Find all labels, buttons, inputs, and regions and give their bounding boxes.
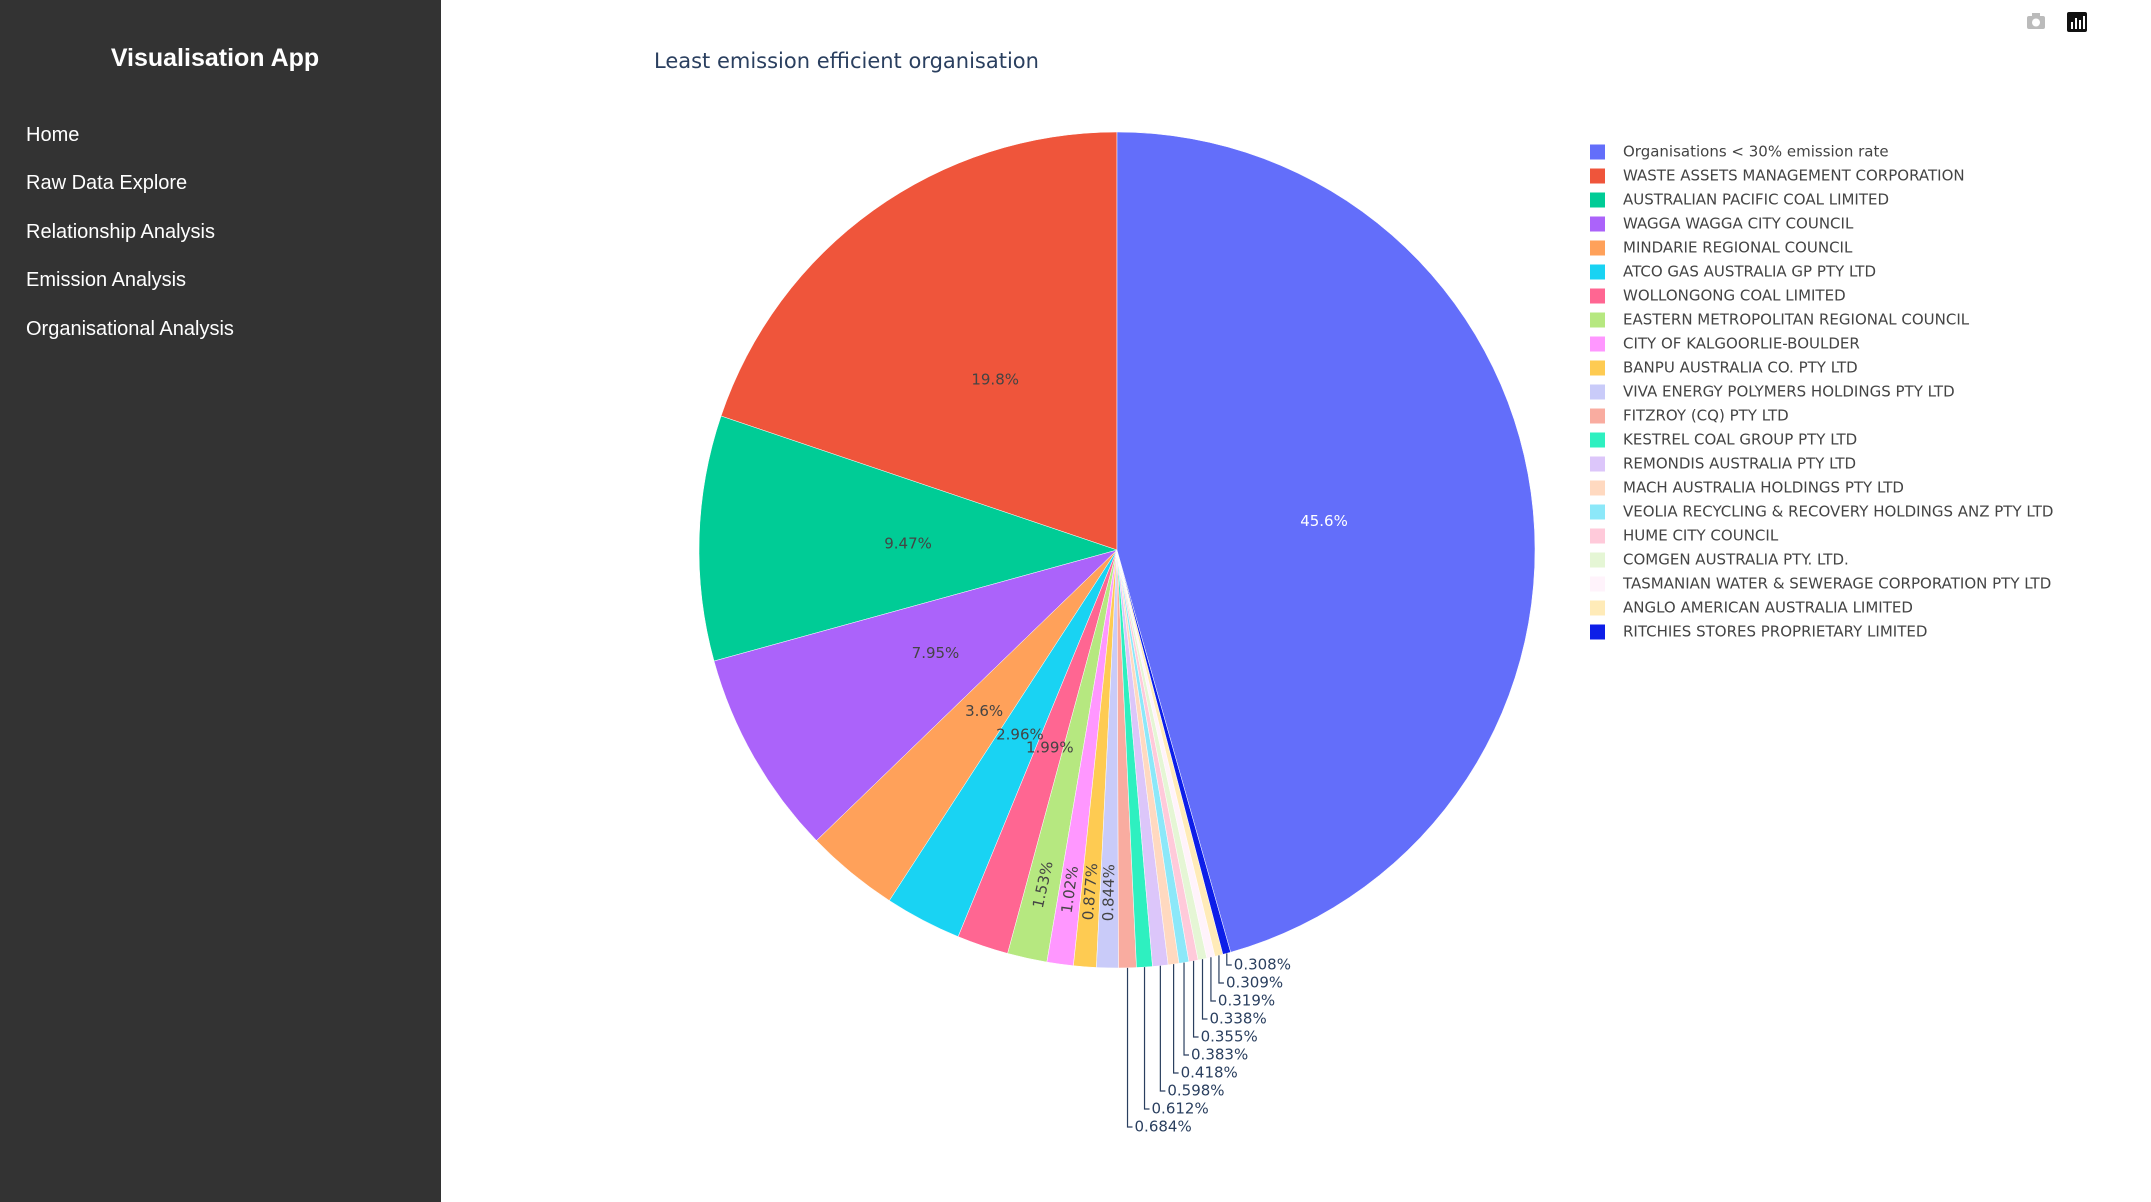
legend-swatch xyxy=(1590,384,1605,400)
slice-label: 0.308% xyxy=(1234,956,1291,974)
legend-swatch xyxy=(1590,456,1605,472)
leader-line xyxy=(1210,957,1216,1002)
leader-line xyxy=(1173,964,1179,1074)
legend-label: TASMANIAN WATER & SEWERAGE CORPORATION P… xyxy=(1622,575,2051,593)
legend-swatch xyxy=(1590,312,1605,328)
pie-slice xyxy=(698,415,1118,662)
slice-label: 7.95% xyxy=(912,644,960,662)
leader-line xyxy=(1183,962,1190,1056)
legend-swatch xyxy=(1590,576,1605,592)
plotly-logo[interactable] xyxy=(2067,12,2087,32)
legend-label: COMGEN AUSTRALIA PTY. LTD. xyxy=(1623,551,1849,569)
legend-swatch xyxy=(1590,264,1605,280)
sidebar: Visualisation App Home Raw Data Explore … xyxy=(0,0,441,1202)
slice-label: 0.383% xyxy=(1191,1046,1248,1064)
slice-label: 19.8% xyxy=(971,371,1019,389)
nav-link[interactable]: Emission Analysis xyxy=(26,269,187,291)
legend-label: FITZROY (CQ) PTY LTD xyxy=(1623,407,1789,425)
legend-label: EASTERN METROPOLITAN REGIONAL COUNCIL xyxy=(1623,311,1970,329)
legend-label: ATCO GAS AUSTRALIA GP PTY LTD xyxy=(1623,263,1876,281)
slice-label: 2.96% xyxy=(996,726,1044,744)
legend-swatch xyxy=(1590,528,1605,544)
legend-label: WAGGA WAGGA CITY COUNCIL xyxy=(1623,215,1854,233)
leader-line xyxy=(1226,953,1232,966)
legend-swatch xyxy=(1590,432,1605,448)
legend-label: MACH AUSTRALIA HOLDINGS PTY LTD xyxy=(1623,479,1904,497)
legend-label: WOLLONGONG COAL LIMITED xyxy=(1623,287,1846,305)
legend-swatch xyxy=(1590,504,1605,520)
chart-title: Least emission efficient organisation xyxy=(654,49,1039,73)
legend-swatch xyxy=(1590,336,1605,352)
nav-link[interactable]: Home xyxy=(26,124,80,146)
leader-line xyxy=(1159,965,1166,1092)
app-title: Visualisation App xyxy=(110,44,320,72)
slice-label: 0.338% xyxy=(1210,1010,1267,1028)
legend-swatch xyxy=(1590,552,1605,568)
slice-label: 0.844% xyxy=(1099,864,1118,922)
legend-swatch xyxy=(1590,600,1605,616)
legend-label: CITY OF KALGOORLIE-BOULDER xyxy=(1623,335,1860,353)
legend-label: Organisations < 30% emission rate xyxy=(1623,143,1889,161)
leader-line xyxy=(1201,959,1208,1020)
slice-label: 0.877% xyxy=(1079,862,1101,920)
legend-label: REMONDIS AUSTRALIA PTY LTD xyxy=(1623,455,1856,473)
legend-label: MINDARIE REGIONAL COUNCIL xyxy=(1623,239,1853,257)
slice-label: 1.99% xyxy=(1026,738,1074,756)
legend-swatch xyxy=(1590,408,1605,424)
slice-label: 9.47% xyxy=(884,535,932,553)
slice-label: 0.418% xyxy=(1181,1064,1238,1082)
slice-label: 0.355% xyxy=(1201,1028,1258,1046)
pie-slice xyxy=(1116,131,1536,953)
pie-slice xyxy=(720,131,1118,551)
legend-label: HUME CITY COUNCIL xyxy=(1623,527,1779,545)
slice-label: 0.684% xyxy=(1135,1118,1192,1136)
legend-swatch xyxy=(1590,288,1605,304)
legend-label: WASTE ASSETS MANAGEMENT CORPORATION xyxy=(1623,167,1965,185)
legend-label: VIVA ENERGY POLYMERS HOLDINGS PTY LTD xyxy=(1623,383,1955,401)
legend-label: KESTREL COAL GROUP PTY LTD xyxy=(1623,431,1857,449)
legend-label: ANGLO AMERICAN AUSTRALIA LIMITED xyxy=(1623,599,1913,617)
leader-line xyxy=(1192,960,1199,1038)
legend-swatch xyxy=(1590,168,1605,184)
slice-label: 0.309% xyxy=(1226,974,1283,992)
legend-swatch xyxy=(1590,144,1605,160)
slice-label: 0.319% xyxy=(1218,992,1275,1010)
legend-swatch xyxy=(1590,192,1605,208)
legend-swatch xyxy=(1590,216,1605,232)
slice-label: 45.6% xyxy=(1300,512,1348,530)
pie-slice xyxy=(713,549,1118,841)
legend-label: BANPU AUSTRALIA CO. PTY LTD xyxy=(1623,359,1858,377)
camera-icon[interactable] xyxy=(2027,13,2045,29)
slice-label: 3.6% xyxy=(965,702,1003,720)
legend-swatch xyxy=(1590,240,1605,256)
leader-line xyxy=(1143,967,1150,1110)
leader-line xyxy=(1218,955,1224,984)
nav-link[interactable]: Raw Data Explore xyxy=(26,172,188,194)
legend-label: RITCHIES STORES PROPRIETARY LIMITED xyxy=(1623,623,1927,641)
nav-link[interactable]: Organisational Analysis xyxy=(26,318,234,340)
legend-swatch xyxy=(1590,360,1605,376)
nav-link[interactable]: Relationship Analysis xyxy=(26,221,215,243)
legend-swatch xyxy=(1590,480,1605,496)
legend-label: VEOLIA RECYCLING & RECOVERY HOLDINGS ANZ… xyxy=(1623,503,2053,521)
legend-swatch xyxy=(1590,624,1605,640)
leader-line xyxy=(1126,967,1133,1128)
legend-label: AUSTRALIAN PACIFIC COAL LIMITED xyxy=(1623,191,1889,209)
slice-label: 0.612% xyxy=(1152,1100,1209,1118)
slice-label: 0.598% xyxy=(1167,1082,1224,1100)
